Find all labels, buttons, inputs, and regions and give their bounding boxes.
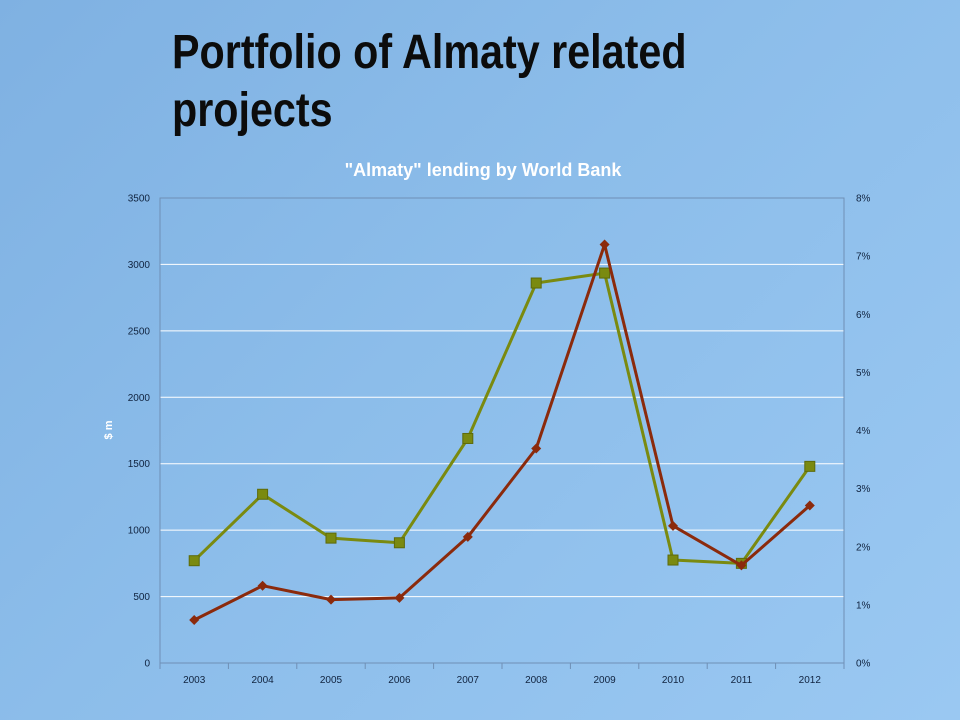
series-line xyxy=(193,271,812,565)
series-1 xyxy=(188,267,816,569)
x-tick-label: 2005 xyxy=(320,675,343,686)
series-line xyxy=(193,243,811,622)
data-point xyxy=(599,267,611,279)
y-tick-label: 2000 xyxy=(128,393,151,404)
x-tick-label: 2003 xyxy=(183,675,206,686)
y2-tick-label: 2% xyxy=(856,542,871,553)
data-point xyxy=(257,488,269,500)
data-point xyxy=(530,277,542,289)
plot-area xyxy=(159,197,845,664)
y-tick-label: 2500 xyxy=(128,326,151,337)
y2-tick-label: 7% xyxy=(856,252,871,263)
x-tick-label: 2008 xyxy=(525,675,548,686)
y-tick-label: 0 xyxy=(144,659,150,670)
data-point xyxy=(394,592,405,603)
x-tick-label: 2012 xyxy=(799,675,822,686)
y2-tick-label: 1% xyxy=(856,600,871,611)
data-point xyxy=(804,460,816,472)
y-tick-label: 3500 xyxy=(128,194,151,205)
data-point xyxy=(393,537,405,549)
y-tick-label: 1500 xyxy=(128,459,151,470)
data-point xyxy=(257,580,268,591)
data-point xyxy=(462,531,473,542)
slide-title: Portfolio of Almaty related projects xyxy=(172,26,687,137)
data-point xyxy=(531,443,542,454)
data-point xyxy=(804,500,815,511)
x-tick-label: 2006 xyxy=(388,675,411,686)
data-point xyxy=(736,560,747,571)
y-axis-label: $ m xyxy=(103,420,115,439)
y-tick-label: 3000 xyxy=(128,260,151,271)
y2-tick-label: 8% xyxy=(856,194,871,205)
data-point xyxy=(667,554,679,566)
y-axis-right-ticks: 0% 1% 2% 3% 4% 5% 6% 7% 8% xyxy=(856,194,871,670)
y-tick-label: 500 xyxy=(133,592,150,603)
y-tick-label: 1000 xyxy=(128,526,151,537)
y2-tick-label: 4% xyxy=(856,426,871,437)
data-point xyxy=(599,239,610,250)
y2-tick-label: 5% xyxy=(856,368,871,379)
chart-gridlines xyxy=(160,197,844,664)
y-axis-left-ticks: 0 500 1000 1500 2000 2500 3000 3500 xyxy=(128,194,151,670)
y2-tick-label: 0% xyxy=(856,659,871,670)
x-tick-label: 2010 xyxy=(662,675,685,686)
data-point xyxy=(462,432,474,444)
y2-tick-label: 3% xyxy=(856,484,871,495)
x-tick-label: 2011 xyxy=(731,675,753,686)
data-point xyxy=(326,594,336,605)
x-tick-label: 2009 xyxy=(593,675,616,686)
chart-title: "Almaty" lending by World Bank xyxy=(345,160,623,180)
series-2 xyxy=(189,239,815,625)
y2-tick-label: 6% xyxy=(856,310,871,321)
data-point xyxy=(188,555,200,567)
data-point xyxy=(668,520,678,531)
data-point xyxy=(189,614,200,625)
x-tick-label: 2007 xyxy=(457,675,480,686)
x-tick-label: 2004 xyxy=(251,675,274,686)
data-point xyxy=(325,532,337,544)
chart-series xyxy=(188,239,816,625)
x-axis-ticks: 2003 2004 2005 2006 2007 2008 2009 2010 2011 2012 xyxy=(159,663,845,686)
